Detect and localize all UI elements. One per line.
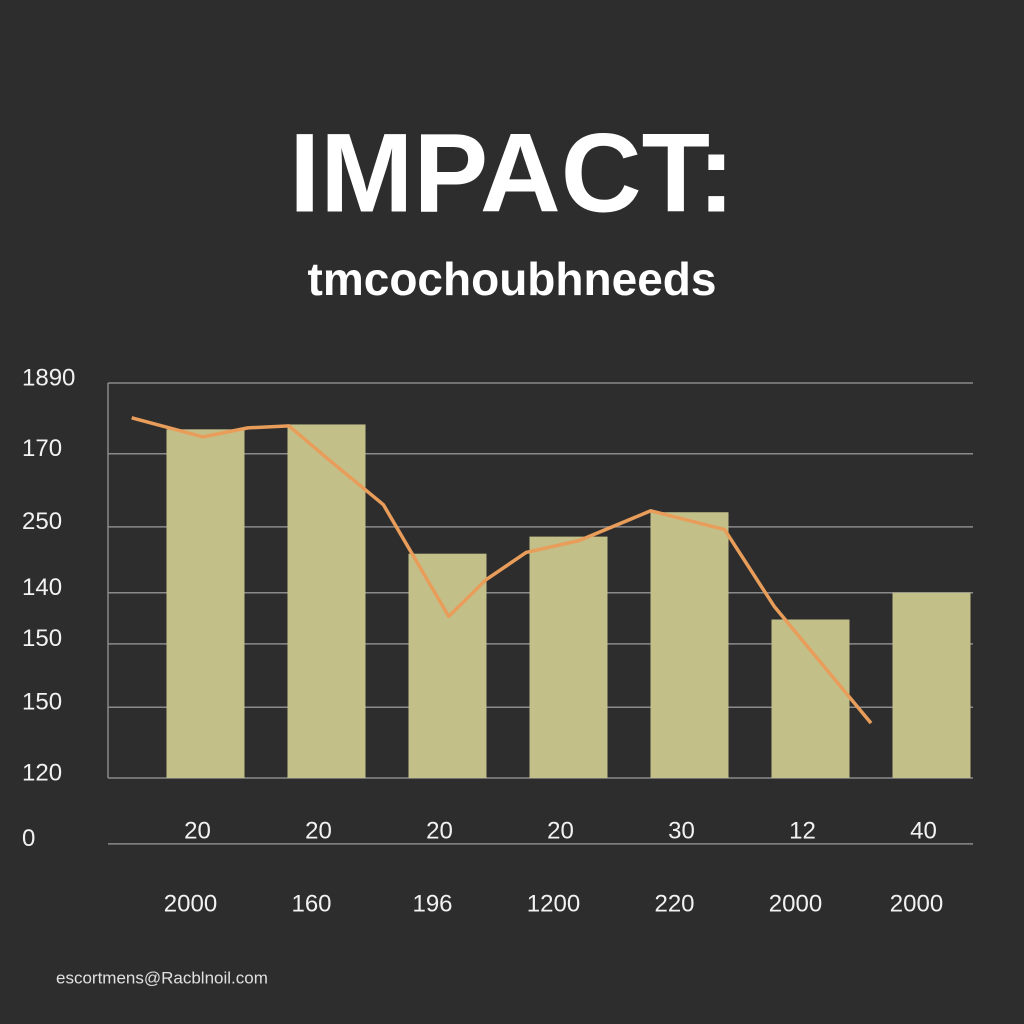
bar (287, 424, 366, 778)
annotation: 12 (789, 817, 816, 844)
bar (166, 429, 245, 778)
y-tick-label: 1890 (22, 364, 75, 391)
bar (529, 536, 608, 778)
annotation: 30 (668, 817, 695, 844)
chart-subtitle: tmcochoubhneeds (308, 253, 717, 305)
annotation: 20 (426, 817, 453, 844)
y-tick-label: 150 (22, 689, 62, 716)
bar (771, 619, 850, 778)
annotation: 20 (184, 817, 211, 844)
annotation: 40 (910, 817, 937, 844)
bar (650, 512, 729, 778)
x-tick-label: 2000 (164, 890, 217, 917)
annotation: 20 (547, 817, 574, 844)
x-tick-label: 196 (412, 890, 452, 917)
footer: escortmens@Racblnoil.com (56, 968, 268, 987)
bar (408, 553, 487, 778)
chart-title: IMPACT: (289, 111, 735, 236)
y-tick-label: 250 (22, 508, 62, 535)
x-tick-label: 1200 (527, 890, 580, 917)
bar (892, 592, 971, 778)
y-tick-label: 120 (22, 759, 62, 786)
x-tick-label: 2000 (890, 890, 943, 917)
trend-line (131, 416, 873, 725)
y-tick-label: 170 (22, 435, 62, 462)
annotation: 20 (305, 817, 332, 844)
y-tick-label: 0 (22, 825, 35, 852)
y-tick-label: 150 (22, 625, 62, 652)
y-tick-label: 140 (22, 574, 62, 601)
x-tick-label: 2000 (769, 890, 822, 917)
x-tick-label: 160 (291, 890, 331, 917)
x-tick-label: 220 (654, 890, 694, 917)
